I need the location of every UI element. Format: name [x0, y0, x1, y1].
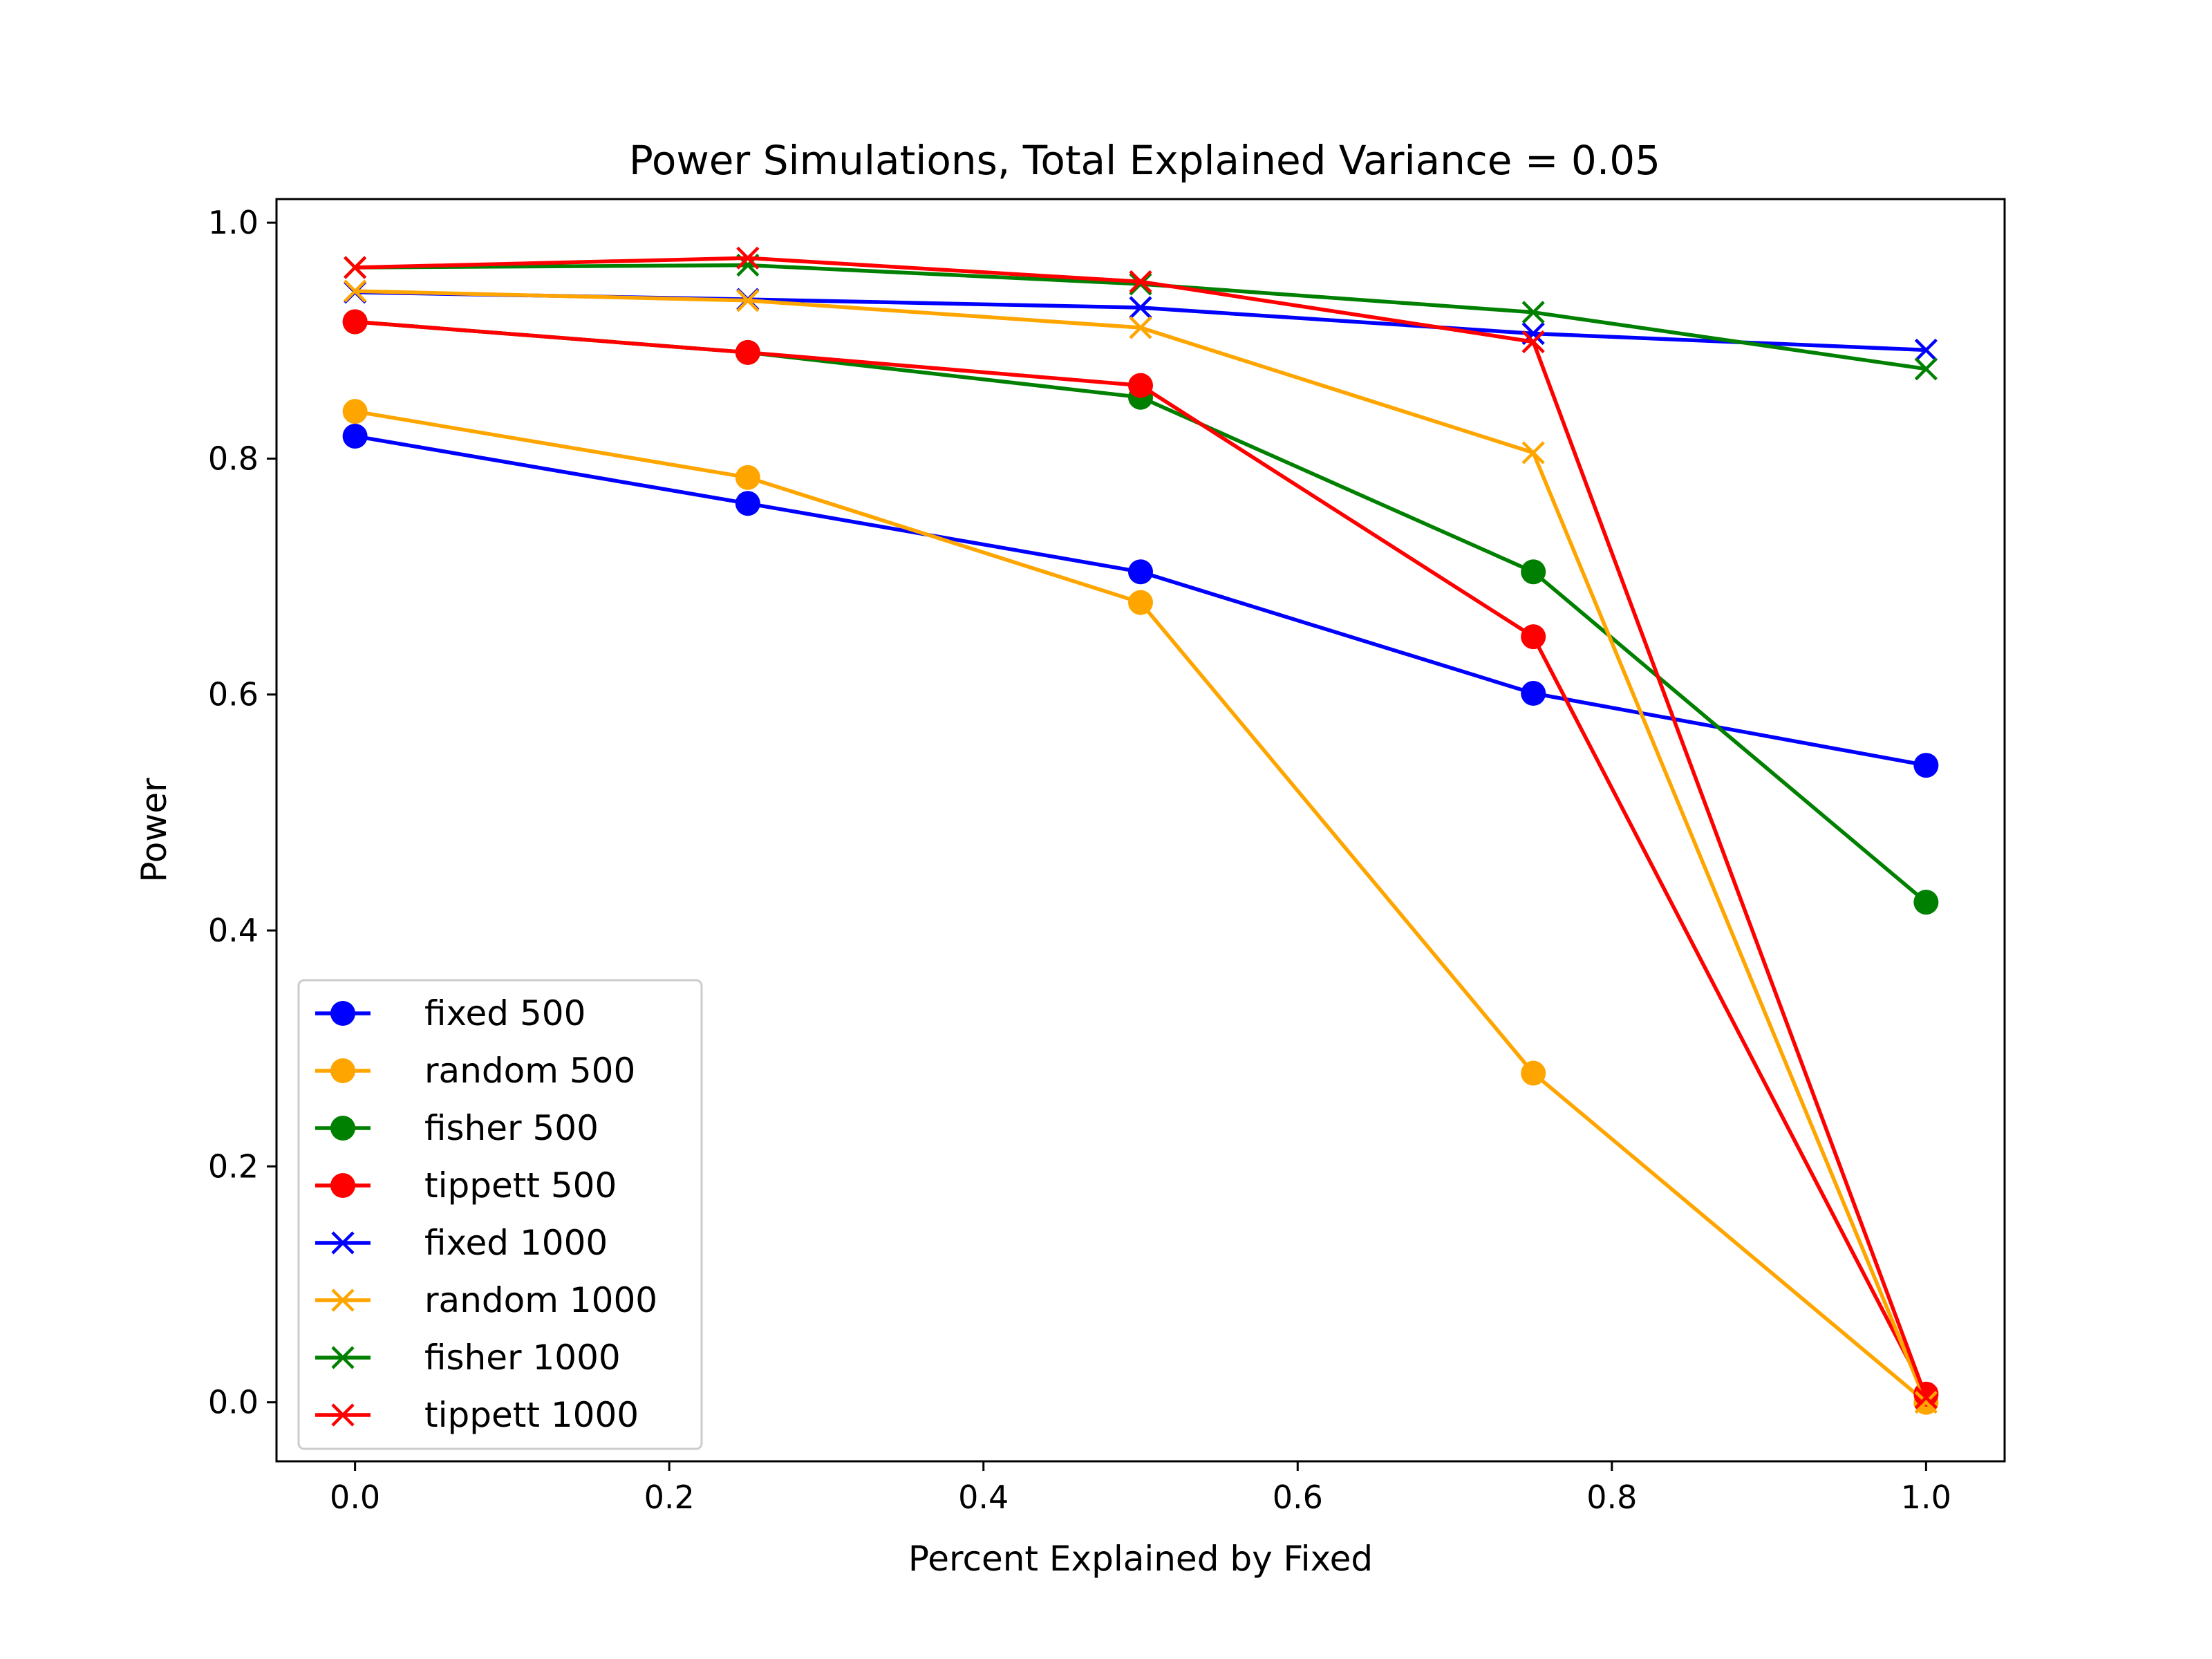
data-point-random-1000	[1129, 316, 1152, 339]
y-tick-label: 0.8	[208, 440, 259, 477]
series-random-1000	[344, 279, 1938, 1414]
data-point-random-1000	[344, 279, 367, 303]
legend-item: fisher 1000	[315, 1338, 621, 1378]
legend-marker	[331, 1288, 355, 1312]
data-point-tippett-500	[342, 309, 368, 335]
x-tick-label: 0.6	[1273, 1479, 1323, 1516]
series-fixed-500	[342, 424, 1939, 778]
x-tick-label: 0.4	[958, 1479, 1009, 1516]
y-tick-label: 0.0	[208, 1384, 259, 1421]
data-point-random-1000	[1521, 441, 1545, 465]
data-point-random-500	[735, 465, 760, 490]
x-axis-ticks: 0.0 0.2 0.4 0.6 0.8 1.0	[330, 1461, 1951, 1516]
data-point-tippett-1000	[1521, 330, 1545, 354]
x-tick-label: 0.0	[330, 1479, 380, 1516]
data-point-tippett-500	[735, 339, 760, 365]
data-point-tippett-1000	[344, 256, 367, 279]
legend-label: fisher 1000	[424, 1338, 621, 1378]
legend-item: fisher 500	[315, 1108, 599, 1148]
series-tippett-500	[342, 309, 1939, 1407]
y-axis-label: Power	[134, 778, 174, 883]
chart-title: Power Simulations, Total Explained Varia…	[629, 137, 1660, 184]
legend-label: tippett 1000	[424, 1395, 639, 1435]
data-point-random-1000	[736, 289, 760, 312]
data-point-random-500	[1521, 1060, 1546, 1086]
legend-marker	[331, 1231, 355, 1255]
y-tick-label: 0.2	[208, 1147, 259, 1185]
data-point-fixed-500	[735, 491, 760, 516]
legend-label: random 1000	[424, 1280, 657, 1320]
legend-item: fixed 1000	[315, 1223, 608, 1263]
data-point-fisher-500	[1521, 559, 1546, 585]
legend-label: tippett 500	[424, 1165, 617, 1206]
series-tippett-1000	[344, 246, 1938, 1409]
legend-label: fisher 500	[424, 1108, 599, 1148]
x-tick-label: 1.0	[1901, 1479, 1951, 1516]
data-point-tippett-500	[1521, 624, 1546, 650]
legend-item: random 500	[315, 1051, 635, 1091]
legend-marker	[330, 1173, 355, 1198]
data-point-fisher-500	[1913, 890, 1939, 915]
y-tick-label: 0.6	[208, 676, 259, 713]
plot-area-frame	[275, 198, 2006, 1463]
data-point-fixed-1000	[1129, 296, 1152, 319]
legend-item: tippett 1000	[315, 1395, 639, 1435]
x-axis-label: Percent Explained by Fixed	[908, 1539, 1373, 1579]
data-point-fisher-1000	[1521, 301, 1545, 324]
x-tick-label: 0.8	[1586, 1479, 1637, 1516]
legend-label: fixed 500	[424, 993, 585, 1033]
data-point-fixed-500	[1913, 753, 1939, 778]
legend-marker	[330, 1116, 355, 1141]
data-point-fixed-500	[1128, 559, 1153, 585]
data-point-tippett-500	[1128, 373, 1153, 398]
y-tick-label: 0.4	[208, 912, 259, 949]
legend-marker	[331, 1403, 355, 1427]
legend-marker	[330, 1001, 355, 1026]
data-point-fisher-1000	[1129, 272, 1152, 296]
data-point-random-500	[342, 399, 368, 424]
data-point-tippett-1000	[1914, 1386, 1938, 1409]
legend-label: random 500	[424, 1051, 635, 1091]
legend-box	[297, 979, 703, 1450]
data-point-fisher-1000	[1914, 357, 1938, 381]
y-axis-ticks: 0.0 0.2 0.4 0.6 0.8 1.0	[208, 204, 276, 1421]
legend-item: tippett 500	[315, 1165, 617, 1206]
legend-marker	[331, 1346, 355, 1369]
data-point-tippett-1000	[1129, 270, 1152, 294]
data-point-random-500	[1128, 590, 1153, 615]
y-tick-label: 1.0	[208, 204, 259, 241]
data-point-random-1000	[1914, 1391, 1938, 1414]
data-point-fixed-500	[1521, 681, 1546, 706]
x-tick-label: 0.2	[644, 1479, 695, 1516]
legend-marker	[330, 1058, 355, 1083]
data-point-fixed-500	[342, 424, 368, 449]
legend: fixed 500 random 500 fisher 500 tippett 500…	[297, 979, 703, 1450]
plot-series	[342, 246, 1939, 1415]
legend-label: fixed 1000	[424, 1223, 608, 1263]
legend-item: random 1000	[315, 1280, 657, 1320]
data-point-tippett-1000	[736, 246, 760, 270]
legend-item: fixed 500	[315, 993, 585, 1033]
data-point-fixed-1000	[1914, 338, 1938, 362]
